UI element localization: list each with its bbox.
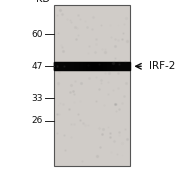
Bar	[65, 62, 66, 70]
Bar	[105, 62, 106, 70]
Bar	[71, 62, 72, 70]
Bar	[80, 62, 81, 70]
Bar	[109, 62, 110, 70]
Bar	[78, 62, 79, 70]
Bar	[72, 62, 73, 70]
Bar	[113, 62, 114, 70]
Bar	[61, 62, 62, 70]
Bar	[58, 62, 59, 70]
Bar	[95, 62, 96, 70]
Bar	[87, 62, 88, 70]
Bar	[117, 62, 118, 70]
Bar	[108, 62, 109, 70]
Bar	[112, 62, 113, 70]
Bar	[119, 62, 120, 70]
Bar	[124, 62, 125, 70]
Bar	[69, 62, 70, 70]
Bar	[98, 62, 99, 70]
Bar	[67, 62, 68, 70]
Bar	[129, 62, 130, 70]
Bar	[107, 62, 108, 70]
Bar	[74, 62, 75, 70]
Bar	[82, 62, 83, 70]
Bar	[73, 62, 74, 70]
Bar	[76, 62, 77, 70]
Bar	[102, 62, 103, 70]
Bar	[118, 62, 119, 70]
Bar	[120, 62, 121, 70]
Bar	[122, 62, 123, 70]
Bar	[101, 62, 102, 70]
Bar	[104, 62, 105, 70]
Bar	[128, 62, 129, 70]
Bar	[66, 62, 67, 70]
Text: IRF-2: IRF-2	[149, 61, 176, 71]
Text: 47: 47	[32, 62, 43, 71]
Bar	[63, 62, 64, 70]
Bar	[93, 62, 94, 70]
Bar	[97, 62, 98, 70]
Bar	[59, 62, 60, 70]
Bar	[55, 62, 56, 70]
Bar	[94, 62, 95, 70]
FancyBboxPatch shape	[54, 5, 130, 166]
Bar	[54, 62, 55, 70]
Bar	[84, 62, 85, 70]
Bar	[100, 62, 101, 70]
Bar	[110, 62, 111, 70]
Bar	[123, 62, 124, 70]
Text: KD: KD	[36, 0, 50, 4]
Bar	[81, 62, 82, 70]
Bar	[103, 62, 104, 70]
Bar	[77, 62, 78, 70]
Bar	[70, 62, 71, 70]
Bar	[88, 62, 89, 70]
Bar	[99, 62, 100, 70]
Bar	[126, 62, 127, 70]
Bar	[57, 62, 58, 70]
Bar	[85, 62, 86, 70]
Bar	[64, 62, 65, 70]
Bar	[91, 62, 92, 70]
Text: 26: 26	[32, 116, 43, 125]
Bar	[90, 62, 91, 70]
Bar	[111, 62, 112, 70]
Bar	[92, 62, 93, 70]
Bar	[114, 62, 115, 70]
Bar	[121, 62, 122, 70]
Bar	[96, 62, 97, 70]
Bar	[79, 62, 80, 70]
Bar	[68, 62, 69, 70]
Bar	[60, 62, 61, 70]
Bar	[62, 62, 63, 70]
Text: 60: 60	[32, 30, 43, 39]
Bar	[115, 62, 116, 70]
Bar	[56, 62, 57, 70]
Bar	[86, 62, 87, 70]
Bar	[127, 62, 128, 70]
Bar	[106, 62, 107, 70]
Bar	[75, 62, 76, 70]
Text: 33: 33	[32, 94, 43, 103]
Bar	[83, 62, 84, 70]
Bar	[116, 62, 117, 70]
Bar	[125, 62, 126, 70]
Bar	[89, 62, 90, 70]
